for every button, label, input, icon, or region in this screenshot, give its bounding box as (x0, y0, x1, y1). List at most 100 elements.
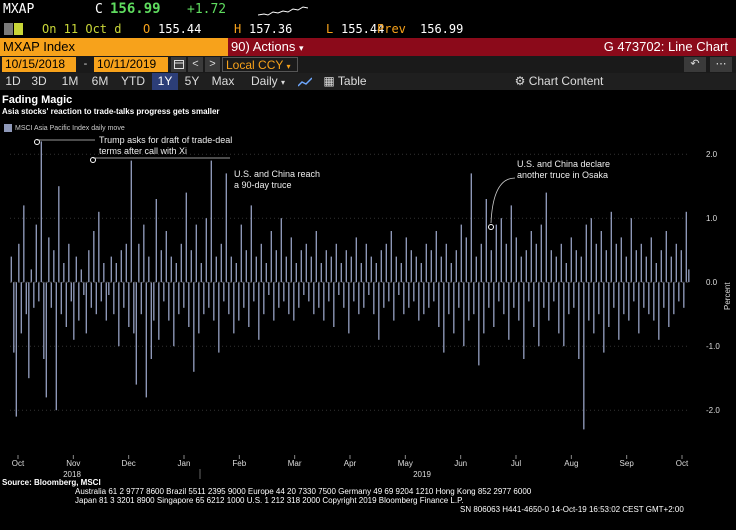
range-1y[interactable]: 1Y (152, 73, 178, 90)
bar (173, 282, 175, 347)
chevron-left-icon[interactable]: < (188, 57, 203, 72)
bar (135, 282, 137, 385)
undo-icon[interactable]: ↶ (684, 57, 706, 72)
quote-bar: On 11 Oct d O 155.44 H 157.36 L 155.44 P… (0, 20, 736, 38)
bar (495, 224, 497, 283)
bar (608, 282, 610, 327)
bar (560, 243, 562, 283)
y-tick-label: 1.0 (706, 214, 718, 223)
line-chart-icon[interactable] (295, 73, 315, 90)
bar (493, 282, 495, 327)
bar (90, 282, 92, 308)
bar (395, 256, 397, 283)
bar (338, 282, 340, 295)
bar (213, 282, 215, 321)
chevron-right-icon[interactable]: > (205, 57, 220, 72)
chart-content-button[interactable]: ⚙ Chart Content (514, 74, 604, 88)
bar (103, 263, 105, 283)
bar (260, 243, 262, 283)
bar (618, 282, 620, 340)
settings-icon[interactable]: ⋯ (710, 57, 732, 72)
x-tick-label: Aug (564, 459, 578, 468)
bar (383, 282, 385, 308)
range-6m[interactable]: 6M (91, 74, 109, 88)
bar (368, 282, 370, 295)
bar (548, 282, 550, 321)
actions-menu-button[interactable]: 90) Actions ▾ (231, 39, 304, 54)
bar (433, 282, 435, 302)
bar (510, 205, 512, 283)
bar (343, 282, 345, 308)
bar (95, 282, 97, 315)
bar-chart: 2.0 1.0 0.0 -1.0 -2.0 Percent Oct Nov Dec Jan Feb M… (10, 135, 732, 479)
bar (428, 282, 430, 308)
prev-label: Prev (377, 22, 406, 36)
bar (408, 282, 410, 308)
currency-select[interactable]: Local CCY ▾ (222, 57, 298, 72)
bar (145, 282, 147, 398)
security-field[interactable]: MXAP Index (0, 38, 228, 56)
table-button[interactable]: ▦ Table (323, 74, 367, 88)
bar (545, 192, 547, 283)
bar (273, 282, 275, 321)
range-5y[interactable]: 5Y (184, 74, 200, 88)
low-label: L (326, 22, 334, 36)
range-3d[interactable]: 3D (31, 74, 47, 88)
range-1d[interactable]: 1D (5, 74, 21, 88)
y-tick-label: 2.0 (706, 150, 718, 159)
bar (438, 282, 440, 327)
bar (245, 250, 247, 283)
bar (558, 282, 560, 334)
frequency-select[interactable]: Daily ▾ (250, 74, 286, 88)
bar (248, 282, 250, 327)
bar (555, 256, 557, 283)
footer-serial: SN 806063 H441-4650-0 14-Oct-19 16:53:02… (460, 505, 684, 514)
bar (573, 282, 575, 308)
bar (128, 282, 130, 327)
annotation-marker (34, 139, 40, 145)
bar (373, 282, 375, 315)
bar (305, 243, 307, 283)
bar (235, 263, 237, 283)
bar (20, 282, 22, 334)
bar (93, 231, 95, 283)
range-max[interactable]: Max (211, 74, 235, 88)
bar (423, 282, 425, 315)
x-tick-label: Oct (676, 459, 689, 468)
start-date-input[interactable]: 10/15/2018 (2, 57, 76, 72)
bar (450, 263, 452, 283)
bar (243, 282, 245, 308)
actions-label: Actions (252, 39, 296, 54)
bar (375, 263, 377, 283)
high-label: H (234, 22, 242, 36)
bar (420, 263, 422, 283)
bar (183, 282, 185, 308)
range-ytd[interactable]: YTD (121, 74, 145, 88)
bar (73, 282, 75, 340)
bar (475, 256, 477, 283)
bar (98, 211, 100, 283)
range-1m[interactable]: 1M (61, 74, 79, 88)
bar (80, 269, 82, 283)
annotation-text: U.S. and China declare (517, 159, 610, 169)
bar (530, 231, 532, 283)
bar (205, 218, 207, 283)
end-date-input[interactable]: 10/11/2019 (94, 57, 168, 72)
annotation-text: terms after call with Xi (99, 146, 187, 156)
bar (500, 218, 502, 283)
bar (120, 250, 122, 283)
bar (153, 282, 155, 321)
y-tick-label: -1.0 (706, 342, 720, 351)
bar (598, 282, 600, 315)
calendar-icon[interactable] (171, 57, 186, 72)
bar (588, 282, 590, 321)
bar (585, 224, 587, 283)
bar (108, 282, 110, 295)
bar (278, 282, 280, 308)
bar (365, 243, 367, 283)
bar (543, 282, 545, 308)
bar (70, 282, 72, 302)
bar (680, 250, 682, 283)
bar (688, 269, 690, 283)
quote-status: On 11 Oct d (42, 22, 122, 36)
